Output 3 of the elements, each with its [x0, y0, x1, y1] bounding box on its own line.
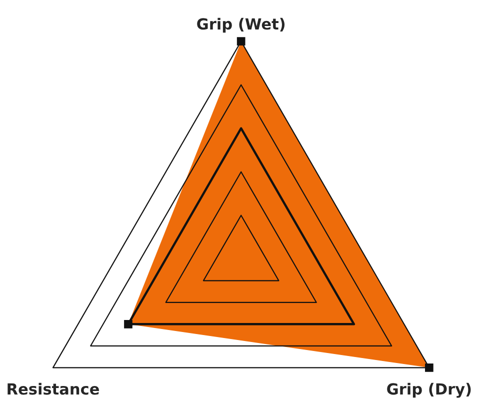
spoke-label: Grip (Dry)	[387, 382, 471, 398]
spoke-label: Grip (Wet)	[197, 18, 285, 33]
spoke-label: Resistance	[8, 382, 99, 395]
